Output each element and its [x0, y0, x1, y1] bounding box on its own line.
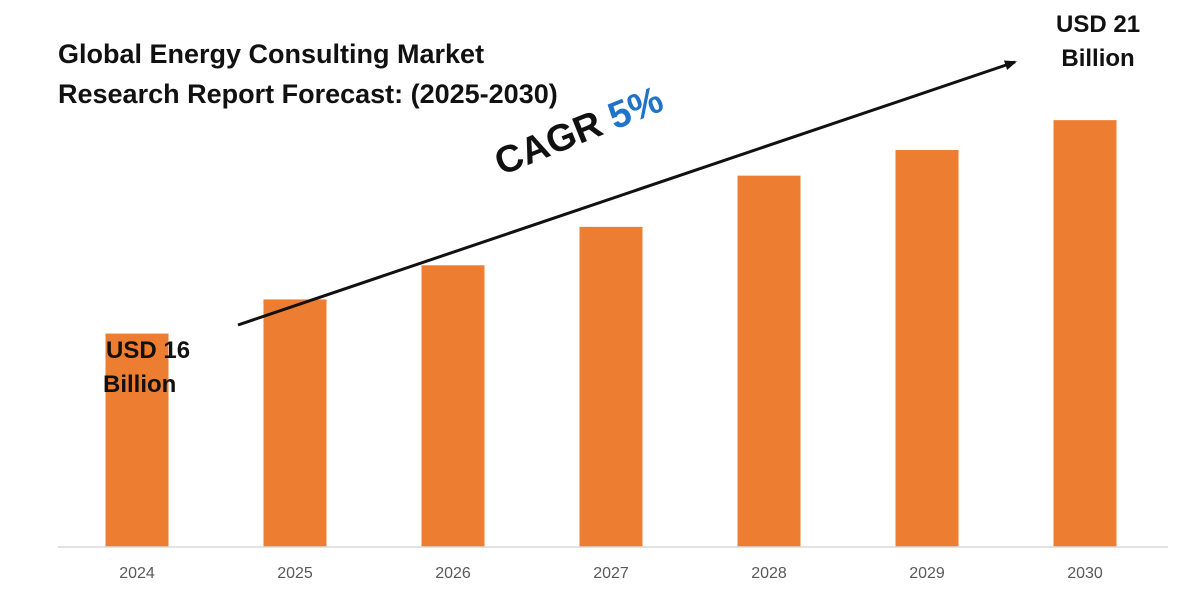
x-tick-label-2028: 2028 — [751, 565, 787, 582]
x-tick-label-2027: 2027 — [593, 565, 629, 582]
start-value-label: USD 16 Billion — [103, 334, 190, 402]
bar-2030 — [1053, 120, 1117, 548]
x-tick-label-2030: 2030 — [1067, 565, 1103, 582]
x-tick-label-2026: 2026 — [435, 565, 471, 582]
start-value-line-1: USD 16 — [106, 337, 191, 364]
x-tick-label-2025: 2025 — [277, 565, 313, 582]
bar-2028 — [737, 175, 801, 547]
start-value-line-2: Billion — [103, 371, 177, 398]
end-value-label: USD 21 Billion — [1056, 8, 1140, 76]
chart-title: Global Energy Consulting Market Research… — [58, 34, 618, 114]
bar-2025 — [263, 299, 327, 547]
chart-title-line-1: Global Energy Consulting Market — [58, 39, 485, 69]
chart-title-line-2: Research Report Forecast: (2025-2030) — [58, 79, 558, 109]
cagr-arrow — [237, 60, 1017, 327]
end-value-line-2: Billion — [1061, 45, 1135, 72]
end-value-line-1: USD 21 — [1056, 11, 1141, 38]
bar-2027 — [579, 226, 643, 547]
x-tick-label-2024: 2024 — [119, 565, 155, 582]
bar-2029 — [895, 150, 959, 547]
x-tick-label-2029: 2029 — [909, 565, 945, 582]
bar-2026 — [421, 265, 485, 547]
bar-2024 — [105, 333, 169, 547]
